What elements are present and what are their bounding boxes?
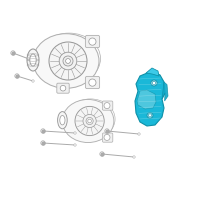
Circle shape — [89, 38, 96, 45]
Ellipse shape — [58, 112, 67, 129]
FancyBboxPatch shape — [85, 35, 100, 48]
Ellipse shape — [62, 99, 114, 143]
Circle shape — [32, 80, 34, 82]
Circle shape — [15, 74, 19, 78]
Polygon shape — [146, 68, 159, 76]
Circle shape — [28, 58, 30, 60]
Ellipse shape — [148, 114, 152, 117]
Polygon shape — [137, 90, 156, 109]
Circle shape — [105, 129, 109, 133]
Circle shape — [133, 156, 135, 158]
Circle shape — [88, 119, 91, 123]
Circle shape — [11, 51, 15, 55]
Ellipse shape — [147, 113, 153, 118]
Circle shape — [63, 56, 73, 66]
Ellipse shape — [60, 115, 65, 125]
Ellipse shape — [27, 49, 39, 71]
Circle shape — [75, 106, 104, 136]
Circle shape — [49, 42, 87, 80]
FancyBboxPatch shape — [102, 133, 113, 142]
Circle shape — [104, 134, 110, 140]
Circle shape — [66, 59, 70, 63]
FancyBboxPatch shape — [102, 101, 113, 110]
Circle shape — [100, 152, 104, 156]
Circle shape — [74, 132, 76, 134]
Circle shape — [41, 141, 45, 145]
Circle shape — [104, 103, 110, 109]
Circle shape — [41, 129, 45, 133]
Circle shape — [138, 133, 140, 135]
Circle shape — [59, 52, 77, 70]
Circle shape — [74, 144, 76, 146]
Circle shape — [83, 114, 96, 128]
FancyBboxPatch shape — [57, 83, 69, 93]
Ellipse shape — [151, 80, 157, 86]
Ellipse shape — [30, 54, 36, 66]
Circle shape — [86, 117, 93, 125]
Circle shape — [89, 79, 96, 86]
Ellipse shape — [33, 34, 99, 88]
Ellipse shape — [152, 81, 156, 85]
Polygon shape — [162, 82, 168, 101]
Circle shape — [60, 85, 66, 91]
FancyBboxPatch shape — [85, 76, 100, 89]
Polygon shape — [135, 71, 165, 126]
